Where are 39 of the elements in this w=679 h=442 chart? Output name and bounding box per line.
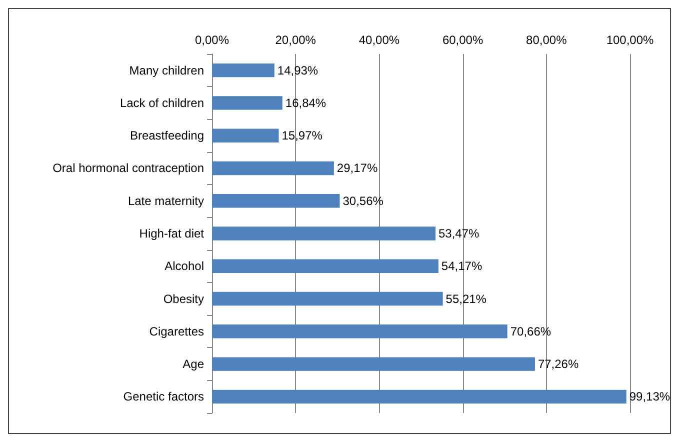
bar bbox=[212, 259, 438, 273]
bar bbox=[212, 226, 436, 240]
y-tick-label: Genetic factors bbox=[123, 390, 204, 404]
x-tick-label: 60,00% bbox=[442, 33, 484, 47]
y-tick-label: Breastfeeding bbox=[130, 128, 204, 143]
data-label: 15,97% bbox=[282, 128, 323, 143]
y-tick-label: Cigarettes bbox=[149, 324, 204, 338]
y-tick-label: Age bbox=[182, 357, 204, 372]
x-tick-label: 80,00% bbox=[526, 33, 568, 47]
data-label: 54,17% bbox=[441, 259, 482, 274]
bar bbox=[212, 128, 279, 142]
data-label: 29,17% bbox=[336, 161, 378, 176]
y-tick-label: Many children bbox=[129, 63, 204, 78]
x-tick-label: 40,00% bbox=[358, 33, 400, 47]
data-label: 70,66% bbox=[510, 324, 552, 338]
x-tick-label: 20,00% bbox=[275, 33, 316, 47]
bar bbox=[212, 161, 334, 176]
y-tick-label: Alcohol bbox=[164, 259, 204, 274]
y-tick-label: Obesity bbox=[163, 292, 204, 306]
y-tick-label: Lack of children bbox=[120, 96, 204, 110]
data-label: 16,84% bbox=[285, 96, 326, 110]
y-tick-label: High-fat diet bbox=[139, 226, 205, 240]
bar bbox=[212, 63, 274, 78]
y-tick-label: Oral hormonal contraception bbox=[52, 161, 204, 176]
bar bbox=[212, 357, 535, 371]
data-label: 99,13% bbox=[629, 390, 670, 404]
x-tick-label: 100,00% bbox=[606, 33, 654, 47]
bar bbox=[212, 390, 626, 404]
bar bbox=[212, 194, 340, 208]
bar bbox=[212, 292, 443, 306]
bar bbox=[212, 324, 508, 338]
bar bbox=[212, 96, 282, 110]
y-tick-label: Late maternity bbox=[128, 194, 204, 208]
data-label: 77,26% bbox=[538, 357, 579, 372]
x-tick-label: 0,00% bbox=[194, 33, 230, 47]
data-label: 14,93% bbox=[277, 63, 318, 78]
data-label: 30,56% bbox=[342, 194, 384, 208]
data-label: 55,21% bbox=[446, 292, 487, 306]
data-label: 53,47% bbox=[438, 226, 480, 240]
